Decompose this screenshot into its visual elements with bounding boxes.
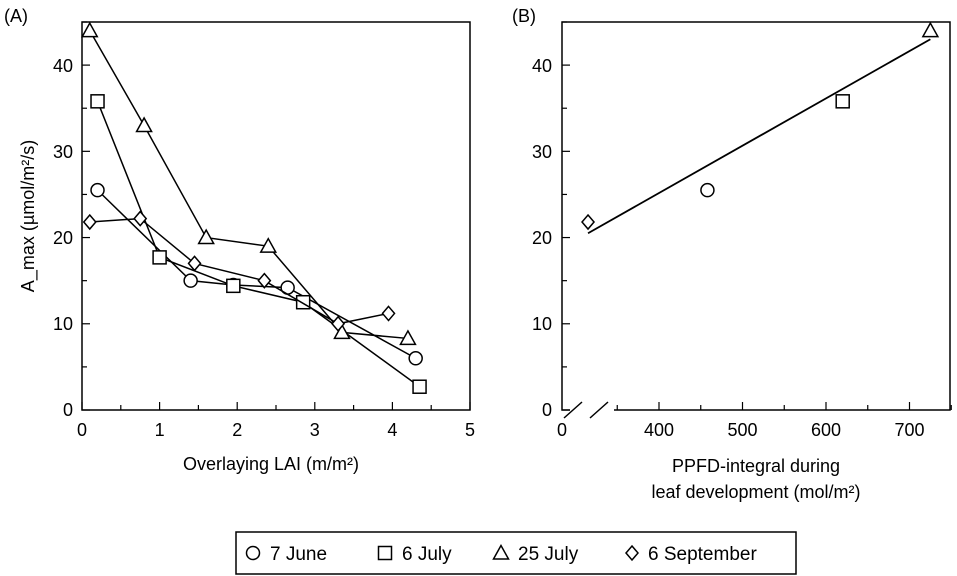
panel-b-x-tick-label: 700 xyxy=(894,420,924,440)
panel-a-y-axis-label: A_max (µmol/m²/s) xyxy=(18,140,39,292)
panel-b-y-tick-label: 10 xyxy=(532,314,552,334)
panel-a-x-tick-label: 5 xyxy=(465,420,475,440)
panel-b-x-axis-label-line1: PPFD-integral during xyxy=(672,456,840,476)
panel-b-axis-break xyxy=(563,401,614,419)
data-point-7-june xyxy=(183,273,198,288)
data-point-6-september xyxy=(133,210,148,227)
panel-a-y-tick-label: 30 xyxy=(53,142,73,162)
panel-a-x-tick-label: 0 xyxy=(77,420,87,440)
data-point-6-july xyxy=(226,278,241,294)
series-line-6-september xyxy=(89,217,389,325)
data-point-6-july xyxy=(152,250,167,265)
legend-label-6-september: 6 September xyxy=(648,544,757,565)
panel-a-y-tick-label: 0 xyxy=(63,400,73,420)
data-point-25-july xyxy=(80,21,99,38)
data-point-6-september xyxy=(381,305,396,322)
panel-b-x-tick-label: 600 xyxy=(811,420,841,440)
series-25-july xyxy=(80,21,417,346)
series-line-6-july xyxy=(96,101,421,388)
panel-b-x-tick-label: 0 xyxy=(557,420,567,440)
panel-a-y-tick-label: 20 xyxy=(53,228,73,248)
panel-b-x-tick-label: 400 xyxy=(644,420,674,440)
series-line-7-june xyxy=(96,189,417,359)
series-line-25-july xyxy=(89,30,408,340)
panel-a-label: (A) xyxy=(4,6,28,26)
panel-b-y-tick-label: 0 xyxy=(542,400,552,420)
panel-a-x-tick-label: 4 xyxy=(387,420,397,440)
legend-box xyxy=(235,531,797,575)
data-point-25-july xyxy=(197,228,215,245)
data-point-6-july xyxy=(90,94,105,109)
panel-b-y-tick-label: 30 xyxy=(532,142,552,162)
panel-b-label: (B) xyxy=(512,6,536,26)
data-point-6-september xyxy=(187,255,202,272)
data-point-6-september xyxy=(257,272,272,289)
panel-b-y-ticks xyxy=(562,21,570,411)
panel-b-x-axis-label-line2: leaf development (mol/m²) xyxy=(651,482,860,502)
data-point-6-september xyxy=(331,315,346,332)
panel-a-series xyxy=(80,21,427,394)
data-point-25-july xyxy=(135,116,153,133)
legend-marker-6-july xyxy=(377,545,393,561)
data-point-6-september xyxy=(82,213,97,231)
panel-b-y-tick-label: 40 xyxy=(532,56,552,76)
panel-a-y-ticks xyxy=(82,21,90,411)
panel-b: (B) 0 400 500 600 700 0 10 20 30 40 PPFD… xyxy=(512,6,952,502)
data-point-7-june xyxy=(700,182,715,198)
legend-marker-25-july xyxy=(492,543,510,560)
panel-b-x-tick-label: 500 xyxy=(727,420,757,440)
panel-a: (A) 0 1 2 3 4 5 0 10 20 30 40 Overlaying… xyxy=(4,6,475,474)
panel-b-frame xyxy=(561,21,951,411)
panel-a-y-tick-label: 40 xyxy=(53,56,73,76)
data-point-25-july xyxy=(399,329,417,346)
data-point-6-july xyxy=(412,379,427,394)
data-point-6-july xyxy=(835,94,850,109)
legend-markers xyxy=(245,543,639,562)
data-point-7-june xyxy=(90,182,105,198)
series-6-july xyxy=(90,94,427,394)
panel-a-x-tick-label: 1 xyxy=(155,420,165,440)
panel-a-x-ticks xyxy=(81,402,471,410)
legend-marker-7-june xyxy=(245,545,261,561)
axis-break-mark xyxy=(563,401,583,419)
panel-a-x-tick-label: 2 xyxy=(232,420,242,440)
data-point-7-june xyxy=(408,351,423,366)
regression-line xyxy=(587,38,931,235)
series-6-september xyxy=(82,210,396,332)
legend-label-6-july: 6 July xyxy=(402,544,452,565)
legend-label-25-july: 25 July xyxy=(518,544,579,565)
legend-marker-6-september xyxy=(625,544,639,562)
panel-a-y-tick-label: 10 xyxy=(53,314,73,334)
legend: 7 June 6 July 25 July 6 September xyxy=(235,531,797,575)
data-point-25-july xyxy=(259,237,278,253)
data-point-25-july xyxy=(921,21,940,38)
panel-b-x-ticks xyxy=(616,402,952,410)
data-point-6-september xyxy=(581,213,596,231)
legend-label-7-june: 7 June xyxy=(270,544,327,565)
panel-b-y-tick-label: 20 xyxy=(532,228,552,248)
panel-a-x-axis-label: Overlaying LAI (m/m²) xyxy=(183,454,359,474)
axis-break-mark xyxy=(589,401,609,419)
panel-b-series xyxy=(581,21,940,235)
panel-a-x-tick-label: 3 xyxy=(310,420,320,440)
